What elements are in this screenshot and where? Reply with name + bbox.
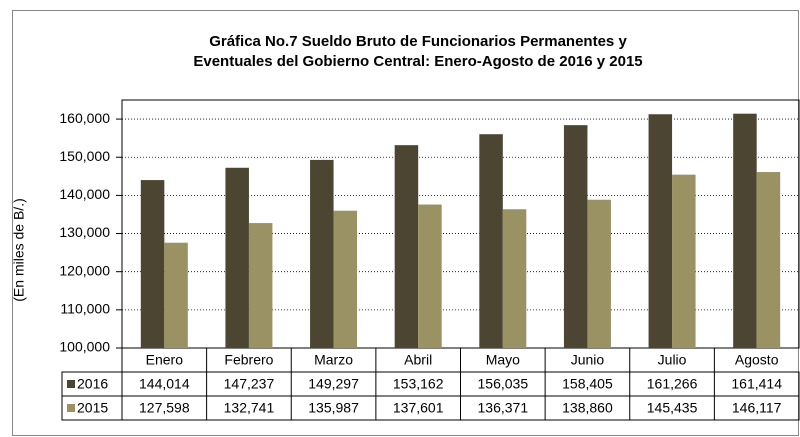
table-value: 158,405 [562, 376, 613, 392]
y-tick-label: 140,000 [59, 186, 110, 202]
y-tick-label: 100,000 [59, 339, 110, 355]
table-value: 149,297 [308, 376, 359, 392]
legend-swatch [67, 404, 75, 412]
x-tick-label: Julio [658, 352, 687, 368]
table-value: 147,237 [224, 376, 275, 392]
table-value: 137,601 [393, 400, 444, 416]
x-tick-label: Abril [404, 352, 432, 368]
bar [225, 167, 249, 348]
table-value: 146,117 [732, 400, 782, 416]
bar [756, 172, 781, 348]
x-tick-label: Febrero [224, 352, 273, 368]
table-value: 161,266 [647, 376, 698, 392]
y-tick-label: 120,000 [59, 262, 110, 278]
y-tick-label: 160,000 [59, 110, 110, 126]
bar [479, 134, 503, 348]
legend-label: 2016 [77, 376, 108, 392]
bar [648, 114, 673, 348]
x-tick-label: Enero [146, 352, 184, 368]
table-value: 156,035 [478, 376, 529, 392]
y-tick-label: 130,000 [59, 224, 110, 240]
legend-label: 2015 [77, 400, 108, 416]
table-value: 138,860 [562, 400, 613, 416]
bar [140, 180, 165, 348]
bar [563, 125, 588, 348]
table-value: 127,598 [139, 400, 190, 416]
bar [248, 223, 273, 348]
table-value: 136,371 [478, 400, 529, 416]
table-value: 153,162 [393, 376, 444, 392]
bar [164, 242, 188, 348]
x-tick-label: Agosto [735, 352, 779, 368]
table-value: 145,435 [647, 400, 698, 416]
legend-swatch [67, 380, 75, 388]
x-tick-label: Mayo [486, 352, 520, 368]
table-value: 144,014 [139, 376, 190, 392]
chart-title: Gráfica No.7 Sueldo Bruto de Funcionario… [209, 33, 627, 50]
bar [333, 210, 358, 348]
table-value: 161,414 [731, 376, 782, 392]
chart-title: Eventuales del Gobierno Central: Enero-A… [193, 53, 642, 70]
y-tick-label: 150,000 [59, 148, 110, 164]
bar [672, 174, 696, 348]
table-value: 135,987 [308, 400, 359, 416]
bar [310, 159, 334, 348]
bar [733, 113, 757, 348]
bar [587, 199, 611, 348]
bar [394, 145, 419, 348]
table-value: 132,741 [224, 400, 275, 416]
bar [502, 209, 527, 348]
bar [418, 204, 442, 348]
x-tick-label: Marzo [314, 352, 353, 368]
x-tick-label: Junio [571, 352, 605, 368]
y-axis-label: (En miles de B/.) [11, 198, 27, 301]
y-tick-label: 110,000 [60, 301, 110, 317]
